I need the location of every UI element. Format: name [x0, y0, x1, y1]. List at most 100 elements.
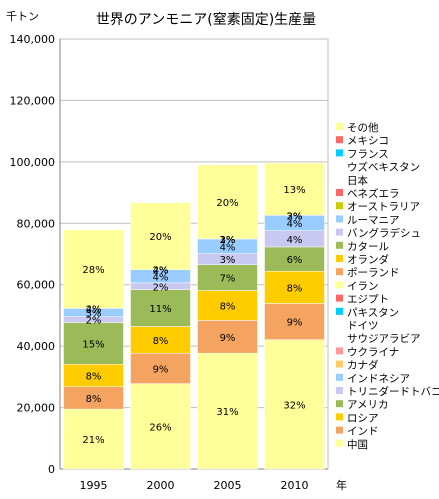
bar-segment — [197, 164, 258, 240]
data-label: 3% — [287, 211, 303, 222]
legend-label: メキシコ — [347, 135, 389, 147]
legend-label: トリニダードトバコ — [347, 385, 439, 398]
legend-swatch — [336, 373, 343, 381]
legend-swatch — [336, 400, 343, 408]
data-label: 4% — [287, 235, 303, 246]
y-tick-label: 100,000 — [10, 156, 56, 169]
data-label: 3% — [220, 255, 236, 266]
legend-swatch — [336, 241, 343, 249]
data-label: 21% — [82, 435, 104, 446]
y-tick-label: 20,000 — [17, 402, 56, 415]
legend-label: アメリカ — [347, 399, 388, 411]
legend-label: ドイツ — [347, 320, 379, 332]
data-label: 13% — [283, 185, 305, 196]
legend-swatch — [336, 347, 343, 355]
legend-label: カタール — [347, 241, 389, 253]
legend-swatch — [336, 439, 343, 447]
data-label: 4% — [153, 272, 169, 283]
data-label: 8% — [220, 301, 236, 312]
legend-label: オランダ — [347, 253, 389, 266]
data-label: 4% — [86, 304, 102, 315]
data-label: 2% — [153, 266, 169, 277]
legend-label: ロシア — [347, 412, 379, 424]
data-label: 8% — [153, 336, 169, 347]
legend-label: エジプト — [347, 294, 389, 306]
y-tick-label: 120,000 — [10, 94, 56, 107]
data-label: 28% — [82, 265, 104, 276]
legend-label: ポーランド — [347, 267, 400, 279]
legend-swatch — [336, 387, 343, 394]
legend-label: ウクライナ — [347, 346, 399, 358]
bar-segment — [197, 264, 258, 291]
legend-swatch — [336, 255, 343, 262]
data-label: 2% — [287, 211, 303, 222]
data-label: 2% — [86, 304, 102, 315]
data-label: 20% — [149, 232, 171, 243]
legend-label: 中国 — [347, 438, 368, 451]
legend-label: 日本 — [347, 174, 368, 187]
data-label: 8% — [86, 371, 102, 382]
legend-label: インド — [347, 426, 379, 438]
legend-swatch — [336, 202, 343, 210]
legend-swatch — [336, 215, 343, 223]
legend-swatch — [336, 123, 343, 130]
data-label: 9% — [153, 364, 169, 375]
bar-segment — [130, 326, 191, 354]
legend-swatch — [336, 189, 343, 196]
legend-label: ベネズエラ — [347, 187, 400, 200]
x-tick-label: 2005 — [214, 479, 242, 492]
data-label: 9% — [220, 333, 236, 344]
legend-swatch — [336, 307, 343, 315]
data-label: 7% — [220, 274, 236, 285]
data-label: 11% — [149, 304, 171, 315]
bar-segment — [63, 229, 124, 309]
data-label: 15% — [82, 339, 104, 350]
data-label: 31% — [216, 407, 238, 418]
legend-label: インドネシア — [347, 373, 410, 385]
data-label: 6% — [287, 255, 303, 266]
data-label: 8% — [86, 394, 102, 405]
bar-segment — [264, 162, 325, 216]
y-tick-label: 80,000 — [17, 217, 56, 230]
bar-segment — [264, 246, 325, 272]
data-label: 4% — [153, 266, 169, 277]
data-label: 26% — [149, 422, 171, 433]
legend-swatch — [336, 268, 343, 276]
data-label: 2% — [153, 282, 169, 293]
data-label: 1% — [220, 235, 236, 246]
legend-swatch — [336, 360, 343, 368]
y-tick-label: 60,000 — [17, 279, 56, 292]
bar-segment — [130, 202, 191, 270]
data-label: 32% — [283, 400, 305, 411]
legend-swatch — [336, 281, 343, 289]
legend-label: カナダ — [347, 359, 379, 372]
x-tick-label: 1995 — [80, 479, 108, 492]
data-label: 8% — [287, 283, 303, 294]
legend-label: パキスタン — [347, 307, 399, 319]
data-label: 2% — [86, 316, 102, 327]
data-label: 2% — [220, 235, 236, 246]
y-tick-label: 40,000 — [17, 340, 56, 353]
legend-label: その他 — [347, 121, 379, 134]
data-label: 4% — [220, 242, 236, 253]
bar-segment — [264, 303, 325, 340]
bar-segment — [63, 408, 124, 470]
legend-label: オーストラリア — [347, 201, 420, 213]
legend-label: フランス — [347, 148, 389, 160]
bar-segment — [63, 322, 124, 365]
data-label: 2% — [153, 266, 169, 277]
legend-swatch — [336, 228, 343, 236]
y-tick-label: 140,000 — [10, 33, 56, 46]
bar-segment — [130, 289, 191, 327]
legend-swatch — [336, 149, 343, 157]
x-tick-label: 2000 — [147, 479, 175, 492]
data-label: 3% — [220, 235, 236, 246]
legend-swatch — [336, 413, 343, 421]
legend-label: ウズベキスタン — [347, 161, 420, 174]
data-label: 20% — [216, 198, 238, 209]
legend-swatch — [336, 294, 343, 302]
legend-label: イラン — [347, 280, 379, 292]
x-tick-label: 2010 — [281, 479, 309, 492]
bar-segment — [197, 320, 258, 354]
y-axis-label: 千トン — [6, 10, 39, 23]
